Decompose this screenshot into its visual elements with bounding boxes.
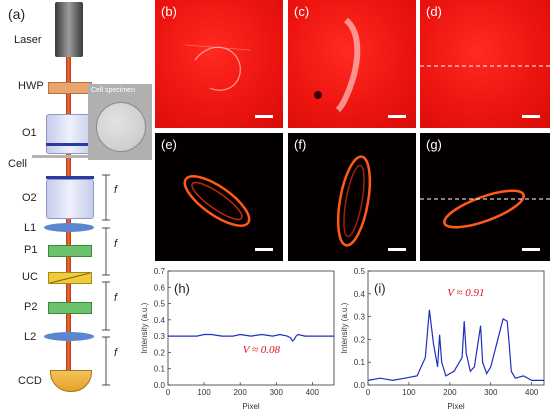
o1-label: O1 (22, 127, 37, 139)
cell-trace-c (314, 17, 361, 113)
label-g: (g) (426, 137, 442, 152)
o2-label: O2 (22, 192, 37, 204)
series-line (168, 333, 334, 342)
x-tick-label: 300 (270, 388, 284, 397)
x-tick-label: 400 (525, 388, 539, 397)
y-tick-label: 0.0 (154, 381, 166, 390)
y-tick-label: 0.3 (154, 332, 166, 341)
image-panel-c: (c) (288, 0, 416, 128)
series-line (367, 309, 544, 382)
scalebar-b (255, 115, 273, 118)
label-d: (d) (426, 4, 442, 19)
uc-label: UC (22, 271, 38, 283)
cell-trace-e (183, 175, 251, 227)
x-tick-label: 100 (402, 388, 416, 397)
cell-trace-f (336, 155, 372, 247)
label-f: (f) (294, 137, 307, 152)
scalebar-d (522, 115, 540, 118)
uc-diagonal (49, 272, 91, 284)
lens-l2 (44, 332, 94, 341)
line-chart-i: 0 100 200 300 400 0.0 0.1 0.2 0.3 0.4 0.5 Pixel Inte… (340, 267, 545, 411)
cell-specimen-dish (96, 102, 146, 152)
image-panel-g: (g) (420, 133, 550, 261)
dashed-line-d (420, 65, 550, 67)
l2-label: L2 (24, 331, 37, 343)
ccd-detector (50, 370, 92, 392)
image-panel-e: (e) (155, 133, 283, 261)
focal-label-1: f (114, 184, 118, 196)
panel-label: (i) (374, 281, 386, 296)
y-tick-label: 0.1 (354, 358, 366, 367)
cell-trace-b (184, 44, 251, 91)
lens-l1 (44, 223, 94, 232)
x-axis-label: Pixel (242, 402, 260, 411)
scalebar-g (522, 248, 540, 251)
scalebar-e (255, 248, 273, 251)
objective-o2 (46, 179, 94, 219)
l1-label: L1 (24, 222, 37, 234)
laser-label: Laser (14, 34, 42, 46)
x-tick-label: 100 (197, 388, 211, 397)
y-axis-label: Intensity (a.u.) (340, 302, 349, 353)
focal-label-4: f (114, 347, 118, 359)
visibility-annotation: V ≈ 0.08 (243, 344, 281, 356)
x-tick-label: 300 (484, 388, 498, 397)
plot-frame (367, 270, 545, 386)
scalebar-f (388, 248, 406, 251)
objective-o1 (46, 114, 94, 154)
objective-o1-band (46, 143, 94, 146)
cell-specimen-inset: Cell specimen (88, 84, 152, 160)
polarizer-p2 (48, 302, 92, 314)
x-tick-label: 0 (166, 388, 171, 397)
panel-label: (h) (174, 281, 190, 296)
laser-source (55, 2, 83, 57)
cell-specimen-label: Cell specimen (91, 87, 135, 94)
ccd-label: CCD (18, 375, 42, 387)
setup-diagram: (a) Laser HWP O1 Cell O2 L1 P1 UC P2 L2 … (0, 0, 155, 415)
y-tick-label: 0.5 (154, 300, 166, 309)
hwp-plate (48, 82, 92, 94)
plot-frame (167, 270, 335, 386)
label-c: (c) (294, 4, 310, 19)
image-panel-f: (f) (288, 133, 416, 261)
y-tick-label: 0.5 (354, 267, 366, 276)
focal-distance-markers (102, 174, 110, 386)
y-tick-label: 0.4 (154, 316, 166, 325)
label-e: (e) (161, 137, 177, 152)
objective-o2-band (46, 176, 94, 179)
y-tick-label: 0.2 (154, 348, 166, 357)
setup-panel-label: (a) (8, 6, 26, 22)
x-tick-label: 0 (366, 388, 371, 397)
x-axis-label: Pixel (447, 402, 465, 411)
image-panel-d: (d) (420, 0, 550, 128)
y-tick-label: 0.1 (154, 365, 166, 374)
p1-label: P1 (24, 244, 38, 256)
focal-label-2: f (114, 238, 118, 250)
x-tick-label: 200 (233, 388, 247, 397)
p2-label: P2 (24, 301, 38, 313)
y-tick-label: 0.6 (154, 283, 166, 292)
line-chart-h: 0 100 200 300 400 0.0 0.1 0.2 0.3 0.4 0.5 0.6 0.7 Pix… (140, 267, 335, 411)
x-tick-label: 400 (306, 388, 320, 397)
cell-label: Cell (8, 158, 27, 170)
x-tick-label: 200 (443, 388, 457, 397)
cell-trace-g (420, 189, 550, 229)
visibility-annotation: V ≈ 0.91 (447, 287, 484, 299)
y-axis-label: Intensity (a.u.) (140, 302, 149, 353)
y-tick-label: 0.7 (154, 267, 166, 276)
y-tick-label: 0.0 (354, 381, 366, 390)
image-panel-b: (b) (155, 0, 283, 128)
label-b: (b) (161, 4, 177, 19)
focal-label-3: f (114, 292, 118, 304)
y-tick-label: 0.4 (354, 290, 366, 299)
cell-slide (32, 155, 108, 158)
polarizer-p1 (48, 245, 92, 257)
scalebar-c (388, 115, 406, 118)
y-tick-label: 0.3 (354, 313, 366, 322)
y-tick-label: 0.2 (354, 335, 366, 344)
hwp-label: HWP (18, 80, 44, 92)
